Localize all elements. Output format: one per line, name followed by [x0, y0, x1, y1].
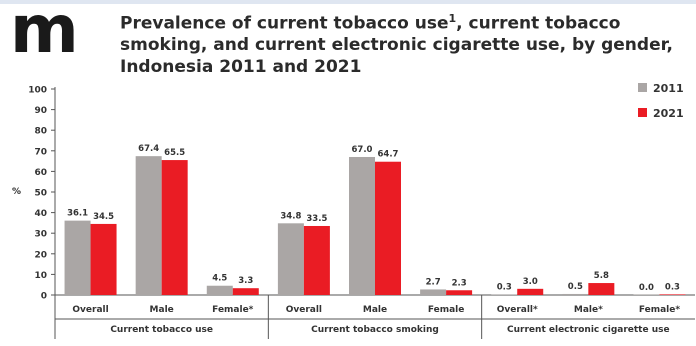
bar-2021-1 — [90, 223, 117, 295]
data-label-2021-1: 34.5 — [93, 212, 114, 222]
y-axis-label: % — [12, 187, 21, 197]
bar-2021-3 — [232, 288, 259, 295]
bar-2011-4 — [277, 223, 304, 295]
x-category-label: Overall — [72, 305, 108, 315]
data-label-2011-5: 67.0 — [352, 145, 373, 155]
bar-2021-2 — [161, 160, 188, 295]
data-label-2011-7: 0.3 — [497, 282, 512, 292]
data-label-2021-9: 0.3 — [665, 282, 680, 292]
y-tick-label: 100 — [28, 86, 47, 96]
bar-2011-7 — [491, 294, 518, 295]
legend-label-2021: 2021 — [653, 107, 684, 120]
y-tick-label: 0 — [41, 292, 47, 302]
x-category-label: Overall* — [497, 305, 538, 315]
y-tick-label: 80 — [34, 127, 47, 137]
bar-chart: 0 10 20 30 40 50 60 70 80 90 100 % 36.1 34.5 67.4 65.… — [12, 82, 695, 339]
legend: 2011 2021 — [638, 82, 684, 120]
bar-2021-4 — [303, 225, 330, 295]
y-tick-label: 20 — [34, 250, 47, 260]
x-axis-labels: Overall Male Female* Overall Male Female Overa… — [54, 295, 695, 339]
y-tick-label: 60 — [34, 168, 47, 178]
group-label: Current electronic cigarette use — [507, 325, 670, 335]
group-label: Current tobacco smoking — [311, 325, 439, 335]
x-category-label: Female* — [212, 305, 254, 315]
data-label-2011-3: 4.5 — [212, 274, 227, 284]
chart-area: 0 10 20 30 40 50 60 70 80 90 100 % 36.1 34.5 67.4 65.… — [8, 70, 696, 342]
data-label-2021-3: 3.3 — [238, 276, 253, 286]
title-line-1: Prevalence of current tobacco use1, curr… — [120, 8, 680, 35]
group-label: Current tobacco use — [110, 325, 213, 335]
bar-2011-6 — [420, 289, 447, 295]
data-label-2011-9: 0.0 — [639, 283, 654, 293]
bar-2021-7 — [517, 288, 544, 295]
title-line-2: smoking, and current electronic cigarett… — [120, 35, 673, 56]
x-category-label: Male* — [574, 305, 603, 315]
x-category-label: Male — [150, 305, 174, 315]
y-tick-label: 90 — [34, 106, 47, 116]
data-label-2021-8: 5.8 — [594, 271, 609, 281]
data-label-2011-4: 34.8 — [280, 211, 301, 221]
top-accent-line — [0, 0, 696, 4]
data-label-2011-8: 0.5 — [568, 282, 583, 292]
data-label-2021-5: 64.7 — [378, 150, 399, 160]
y-tick-label: 70 — [34, 147, 47, 157]
title-footnote-mark: 1 — [448, 12, 457, 25]
y-tick-label: 50 — [34, 189, 47, 199]
data-label-2011-6: 2.7 — [426, 277, 441, 287]
x-category-label: Male — [363, 305, 387, 315]
data-label-2021-4: 33.5 — [306, 214, 327, 224]
data-label-2011-2: 67.4 — [138, 144, 159, 154]
legend-label-2011: 2011 — [653, 82, 684, 95]
bar-2011-1 — [64, 220, 91, 295]
data-label-2021-2: 65.5 — [164, 148, 185, 158]
x-category-label: Overall — [286, 305, 322, 315]
bar-2021-8 — [588, 283, 615, 295]
bars: 36.1 34.5 67.4 65.5 4.5 3.3 34.8 33.5 67.0 64.7 2.… — [64, 144, 686, 295]
data-label-2021-7: 3.0 — [523, 277, 538, 287]
data-label-2011-1: 36.1 — [67, 209, 88, 219]
bar-2021-9 — [659, 294, 686, 295]
data-label-2021-6: 2.3 — [452, 278, 467, 288]
legend-swatch-2011 — [638, 83, 647, 92]
bar-2011-9 — [633, 294, 660, 295]
bar-2011-3 — [206, 285, 233, 295]
bar-2011-8 — [562, 293, 589, 295]
y-tick-label: 30 — [34, 230, 47, 240]
bar-2011-5 — [349, 156, 375, 295]
y-tick-label: 10 — [34, 271, 47, 281]
chart-title: Prevalence of current tobacco use1, curr… — [120, 8, 680, 78]
bar-2021-5 — [375, 161, 401, 295]
brand-logo: m — [8, 0, 92, 68]
bar-2021-6 — [446, 290, 473, 295]
title-line-3: Indonesia 2011 and 2021 — [120, 56, 362, 77]
title-line-1-main: Prevalence of current tobacco use — [120, 13, 449, 34]
x-category-label: Female — [428, 305, 465, 315]
y-tick-label: 40 — [34, 209, 47, 219]
logo-letter: m — [10, 2, 79, 66]
legend-swatch-2021 — [638, 108, 647, 117]
x-category-label: Female* — [639, 305, 681, 315]
bar-2011-2 — [135, 156, 162, 295]
title-line-1-rest: , current tobacco — [456, 13, 621, 34]
